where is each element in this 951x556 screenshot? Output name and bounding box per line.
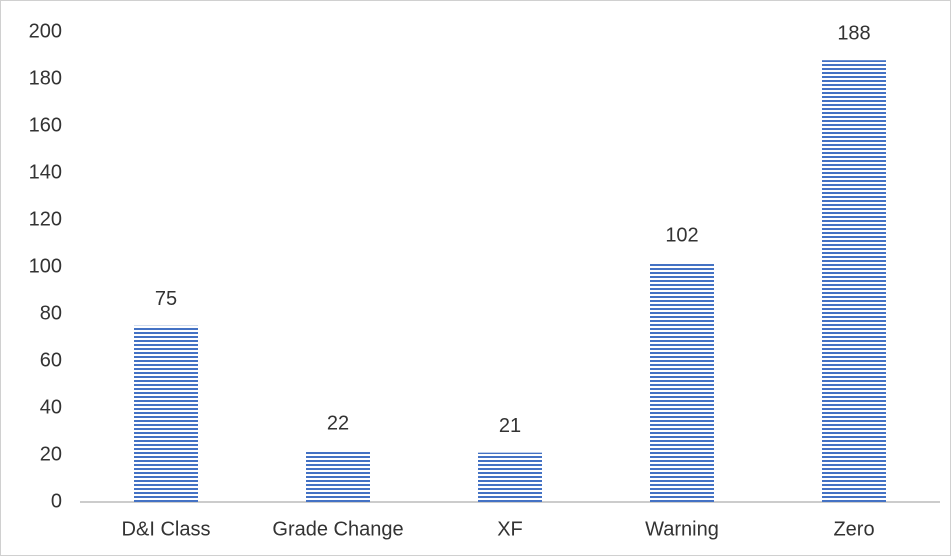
y-tick-label: 40: [40, 396, 62, 418]
bar: [822, 60, 886, 502]
bar: [306, 450, 370, 502]
y-tick-label: 20: [40, 443, 62, 465]
y-tick-label: 60: [40, 349, 62, 371]
y-tick-label: 140: [29, 161, 62, 183]
y-tick-label: 100: [29, 255, 62, 277]
y-tick-label: 160: [29, 114, 62, 136]
x-tick-label: Grade Change: [272, 518, 403, 540]
x-tick-label: Warning: [645, 518, 719, 540]
bar: [478, 452, 542, 502]
x-tick-label: XF: [497, 518, 523, 540]
y-tick-label: 120: [29, 208, 62, 230]
bar: [134, 325, 198, 502]
data-label: 21: [499, 415, 521, 437]
data-label: 188: [837, 22, 870, 44]
data-label: 22: [327, 413, 349, 435]
y-tick-label: 0: [51, 490, 62, 512]
y-tick-label: 180: [29, 67, 62, 89]
data-label: 75: [155, 288, 177, 310]
data-label: 102: [665, 225, 698, 247]
y-tick-label: 80: [40, 302, 62, 324]
y-tick-label: 200: [29, 20, 62, 42]
x-tick-label: D&I Class: [122, 518, 211, 540]
bar: [650, 262, 714, 502]
x-tick-label: Zero: [833, 518, 874, 540]
